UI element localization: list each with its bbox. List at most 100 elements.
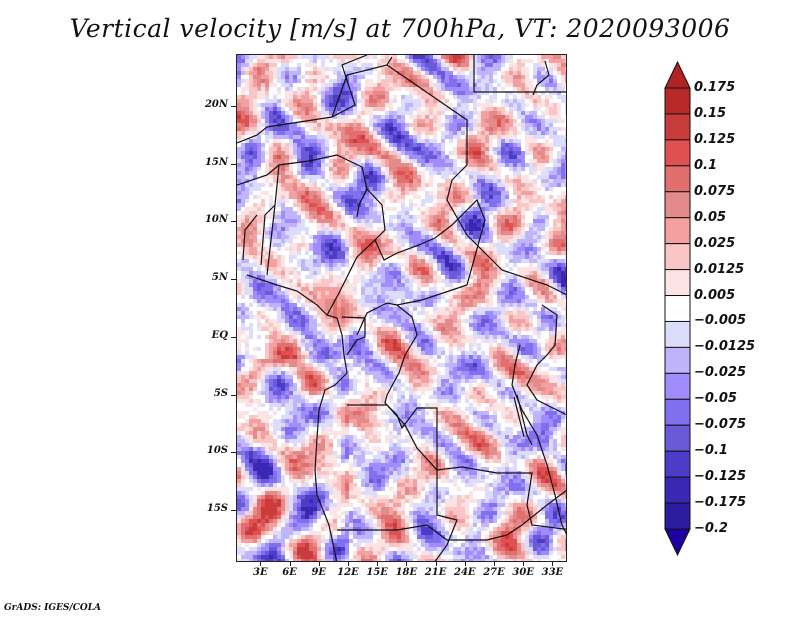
lon-tick-mark	[493, 562, 495, 566]
lake-outline	[532, 60, 550, 96]
colorbar-label: −0.05	[694, 391, 737, 407]
border-line	[434, 470, 458, 561]
lon-tick-label: 30E	[512, 567, 534, 578]
lon-tick-mark	[289, 562, 291, 566]
lat-tick-mark	[231, 394, 236, 396]
colorbar-label: 0.025	[694, 235, 736, 251]
lon-tick-mark	[260, 562, 262, 566]
lon-tick-label: 6E	[282, 567, 297, 578]
border-line	[246, 188, 386, 316]
colorbar-segment	[664, 398, 691, 426]
border-line	[237, 154, 368, 218]
colorbar-segment	[664, 346, 691, 374]
border-line	[446, 164, 566, 296]
colorbar-segment	[664, 191, 691, 219]
lon-tick-mark	[552, 562, 554, 566]
chart-title: Vertical velocity [m/s] at 700hPa, VT: 2…	[69, 14, 731, 43]
map-plot-area	[236, 54, 567, 562]
lat-tick-label: 5S	[213, 387, 228, 399]
lon-tick-label: 33E	[541, 567, 564, 578]
colorbar-label: 0.175	[694, 80, 736, 95]
border-line	[374, 198, 486, 286]
colorbar-segment	[664, 269, 691, 297]
colorbar-label: −0.005	[694, 313, 747, 329]
lon-tick-label: 21E	[424, 567, 447, 578]
lat-tick-mark	[231, 336, 236, 338]
colorbar-segment	[664, 450, 691, 478]
colorbar-label: 0.15	[694, 105, 727, 121]
colorbar-segment	[664, 165, 691, 193]
border-line	[337, 524, 508, 541]
lat-tick-mark	[231, 510, 236, 512]
colorbar-label: 0.1	[694, 157, 718, 173]
lat-tick-label: 5N	[211, 272, 228, 284]
lon-tick-label: 24E	[453, 567, 476, 578]
border-line	[384, 304, 566, 530]
colorbar-segment	[664, 87, 691, 115]
colorbar-label: −0.175	[694, 495, 747, 511]
colorbar-segment	[664, 217, 691, 245]
lon-tick-label: 27E	[483, 567, 505, 578]
colorbar-label: 0.125	[694, 131, 736, 147]
lon-tick-label: 9E	[311, 567, 327, 578]
lat-tick-mark	[231, 163, 236, 165]
border-line	[511, 344, 556, 496]
colorbar-label: 0.0125	[694, 261, 745, 277]
colorbar-segment	[664, 295, 691, 322]
colorbar-segment	[664, 502, 691, 530]
lat-tick-label: 10N	[204, 214, 228, 226]
border-line	[341, 316, 366, 356]
country-borders	[237, 55, 566, 561]
lon-tick-label: 12E	[337, 567, 359, 578]
colorbar-label: −0.025	[694, 365, 747, 381]
colorbar	[664, 60, 691, 557]
lon-tick-mark	[464, 562, 466, 566]
border-line	[347, 404, 438, 471]
vertical-velocity-field	[237, 55, 566, 561]
colorbar-label: −0.125	[694, 469, 747, 485]
lon-tick-mark	[523, 562, 525, 566]
colorbar-segment	[664, 113, 691, 141]
shaded-field	[237, 55, 566, 561]
lat-tick-label: EQ	[211, 329, 228, 341]
border-line	[242, 214, 258, 261]
colorbar-label: −0.075	[694, 417, 747, 433]
grads-credit: GrADS: IGES/COLA	[4, 603, 102, 613]
lat-tick-label: 20N	[204, 98, 228, 110]
border-line	[331, 56, 393, 118]
lat-tick-mark	[231, 105, 236, 107]
lat-tick-mark	[231, 279, 236, 281]
lat-tick-label: 15S	[206, 503, 228, 515]
border-line	[260, 164, 280, 266]
lon-tick-mark	[318, 562, 320, 566]
colorbar-segment	[664, 139, 691, 167]
colorbar-segment	[664, 243, 691, 271]
colorbar-label: −0.2	[694, 521, 728, 536]
colorbar-label: 0.005	[694, 287, 736, 303]
lat-tick-label: 10S	[206, 445, 228, 457]
lon-tick-mark	[406, 562, 408, 566]
colorbar-label: −0.1	[694, 443, 728, 459]
colorbar-label: −0.0125	[694, 339, 756, 355]
lon-tick-mark	[377, 562, 379, 566]
lake-outline	[516, 394, 533, 446]
lon-tick-label: 3E	[253, 567, 268, 578]
border-line	[314, 314, 348, 561]
border-line	[266, 204, 276, 276]
colorbar-segment	[664, 476, 691, 504]
lat-tick-label: 15N	[204, 156, 228, 168]
colorbar-segment	[664, 320, 691, 348]
lat-tick-mark	[231, 221, 236, 223]
colorbar-segment	[664, 372, 691, 400]
lon-tick-mark	[435, 562, 437, 566]
border-line	[506, 490, 566, 536]
border-line	[473, 55, 566, 93]
lake-outline	[513, 396, 525, 438]
border-line	[386, 64, 468, 165]
lat-tick-mark	[231, 452, 236, 454]
colorbar-label: 0.075	[694, 183, 736, 199]
colorbar-top-arrow	[664, 60, 691, 89]
colorbar-segment	[664, 424, 691, 452]
border-line	[526, 304, 566, 416]
border-line	[554, 494, 566, 535]
